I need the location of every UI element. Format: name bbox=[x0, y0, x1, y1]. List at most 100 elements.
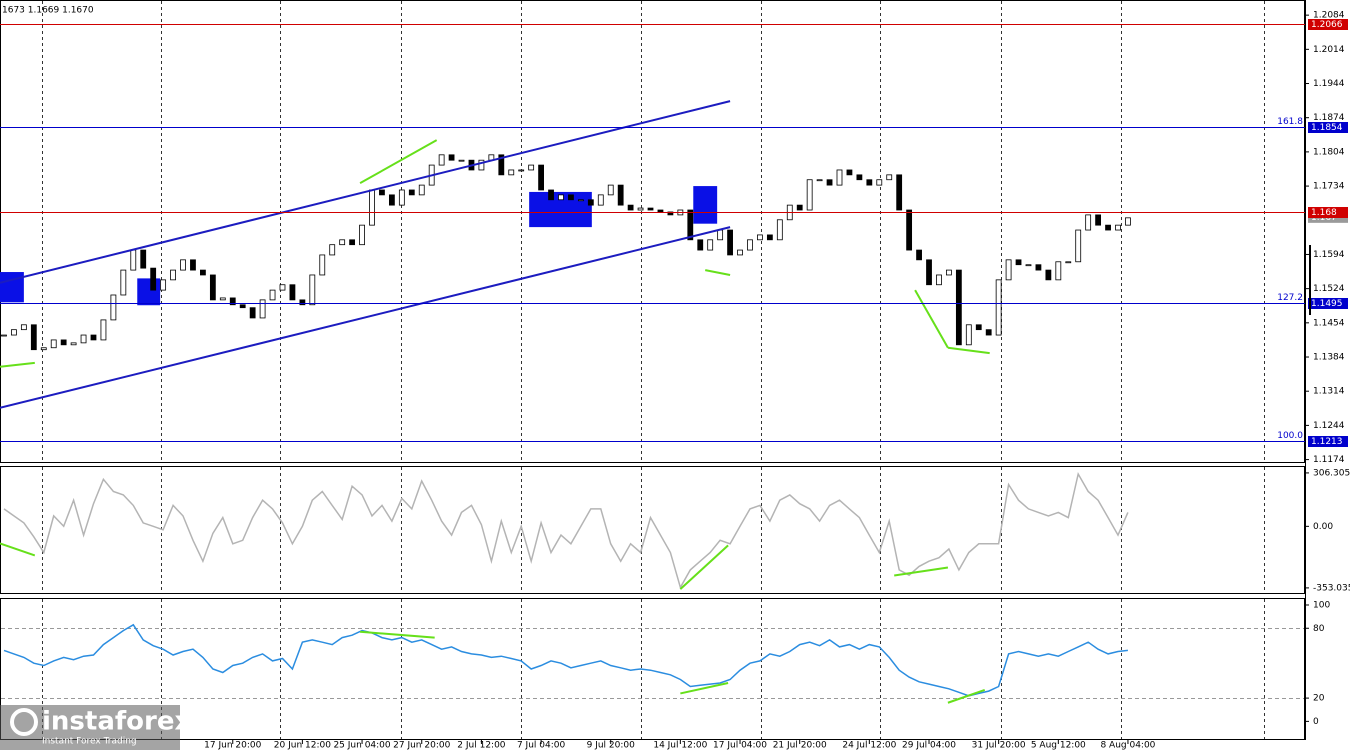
candle bbox=[259, 299, 266, 319]
candle bbox=[1025, 264, 1032, 267]
y-tick-label: 100 bbox=[1313, 600, 1330, 610]
candle bbox=[587, 199, 594, 206]
candle bbox=[558, 194, 564, 201]
candle bbox=[379, 189, 385, 196]
candle bbox=[448, 154, 455, 161]
candle bbox=[896, 174, 903, 211]
y-tick-label: 1.1384 bbox=[1313, 353, 1345, 363]
candle bbox=[607, 184, 614, 196]
candle bbox=[239, 304, 246, 309]
candle bbox=[20, 324, 27, 331]
zone-box bbox=[137, 278, 161, 306]
y-tick-label: 1.1314 bbox=[1313, 387, 1345, 397]
candle bbox=[200, 269, 206, 276]
x-tick-label: 17 Jun 20:00 bbox=[204, 741, 261, 750]
panel-frame bbox=[0, 598, 1305, 740]
candle bbox=[388, 194, 395, 206]
candle bbox=[170, 269, 176, 281]
candle bbox=[70, 342, 77, 346]
candle bbox=[1095, 214, 1102, 226]
candle bbox=[916, 249, 922, 261]
candle bbox=[498, 154, 505, 176]
y-tick-label: 1.1874 bbox=[1313, 113, 1345, 123]
candle bbox=[309, 274, 316, 306]
panel-frame bbox=[0, 466, 1305, 594]
candle bbox=[1015, 259, 1022, 266]
x-tick-label: 31 Jul 20:00 bbox=[972, 741, 1026, 750]
candle bbox=[1065, 261, 1072, 264]
candle bbox=[856, 174, 863, 181]
candle bbox=[886, 174, 893, 181]
x-tick-label: 8 Aug 04:00 bbox=[1100, 741, 1155, 750]
candle bbox=[269, 289, 276, 301]
candle bbox=[667, 211, 674, 216]
panel: 306.3051 0.00 -353.0356 bbox=[0, 467, 1350, 593]
candle bbox=[876, 179, 883, 186]
candle bbox=[60, 339, 67, 346]
y-tick-label: 0.00 bbox=[1313, 522, 1333, 532]
candle bbox=[130, 249, 137, 271]
candle bbox=[617, 184, 624, 206]
candle bbox=[816, 179, 823, 182]
candle bbox=[647, 207, 654, 211]
candle bbox=[150, 267, 157, 291]
candle bbox=[936, 274, 942, 286]
candle bbox=[438, 154, 445, 166]
candle bbox=[687, 209, 694, 241]
candle bbox=[80, 334, 87, 344]
x-tick-label: 14 Jul 12:00 bbox=[653, 741, 707, 750]
price-level-tag bbox=[1308, 207, 1348, 218]
candle bbox=[866, 179, 873, 186]
trend-line bbox=[705, 269, 731, 276]
candle bbox=[707, 239, 714, 251]
price-level-label: 1.168 bbox=[1311, 208, 1337, 218]
trend-line bbox=[359, 630, 435, 639]
candle bbox=[577, 199, 584, 202]
candle bbox=[160, 279, 167, 291]
trend-line bbox=[679, 544, 729, 590]
candle bbox=[766, 234, 773, 241]
y-tick-label: 20 bbox=[1313, 694, 1325, 704]
panel: 100 80 20 0 bbox=[1, 599, 1330, 739]
candle bbox=[458, 159, 465, 162]
candle bbox=[120, 269, 127, 296]
y-tick-label: 1.1594 bbox=[1313, 250, 1345, 260]
x-tick-label: 29 Jul 04:00 bbox=[902, 741, 956, 750]
candle bbox=[826, 179, 833, 186]
candle bbox=[299, 299, 306, 306]
candle bbox=[906, 209, 913, 251]
candle bbox=[806, 179, 813, 211]
candle bbox=[657, 209, 664, 213]
x-tick-label: 27 Jun 20:00 bbox=[393, 741, 450, 750]
candle bbox=[50, 339, 57, 349]
candle bbox=[1075, 229, 1082, 263]
candle bbox=[30, 324, 37, 351]
candle bbox=[229, 297, 236, 306]
y-tick-label: 1.1804 bbox=[1313, 147, 1345, 157]
y-tick-label: 80 bbox=[1313, 624, 1325, 634]
candle bbox=[518, 169, 525, 172]
zone-box bbox=[693, 186, 718, 224]
y-tick-label: 1.1454 bbox=[1313, 318, 1345, 328]
candle bbox=[1, 334, 7, 337]
candle bbox=[995, 279, 1002, 336]
candle bbox=[926, 259, 932, 286]
trend-line bbox=[914, 289, 949, 349]
price-level-tag bbox=[1308, 436, 1348, 447]
y-tick-label: 1.2084 bbox=[1313, 11, 1345, 21]
y-tick-label: 1.1944 bbox=[1313, 79, 1345, 89]
candle bbox=[209, 274, 216, 301]
candle bbox=[697, 239, 704, 251]
candle bbox=[180, 259, 186, 271]
candle bbox=[219, 297, 226, 301]
trend-line bbox=[0, 542, 36, 557]
price-level-label: 1.1213 bbox=[1311, 437, 1343, 447]
candle bbox=[727, 229, 733, 256]
header-quote: 1673 1.1669 1.1670 bbox=[2, 6, 94, 16]
candle bbox=[955, 269, 962, 346]
trend-line bbox=[0, 100, 731, 284]
candle bbox=[100, 319, 107, 341]
y-tick-label: 0 bbox=[1313, 717, 1319, 727]
